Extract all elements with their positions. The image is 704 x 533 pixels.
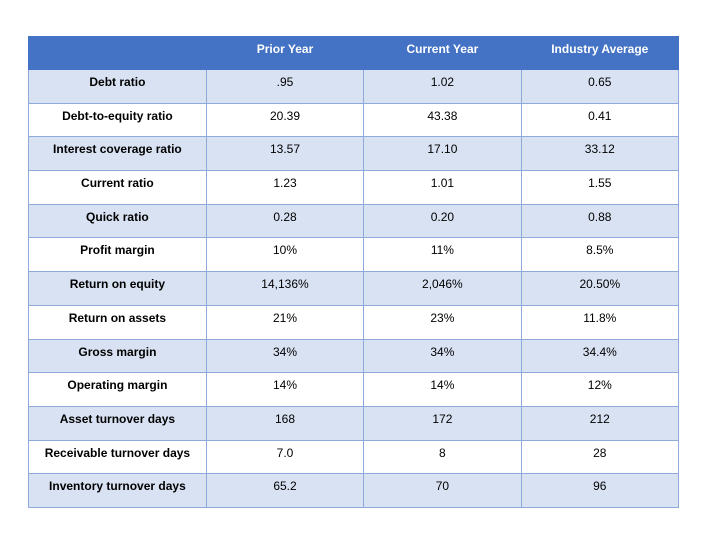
row-label: Debt-to-equity ratio bbox=[28, 102, 207, 138]
cell: 10% bbox=[205, 237, 365, 273]
cell: 43.38 bbox=[363, 102, 522, 138]
cell: .95 bbox=[205, 69, 365, 104]
row-label: Quick ratio bbox=[28, 203, 207, 239]
cell: 1.02 bbox=[363, 69, 522, 104]
cell: 20.39 bbox=[205, 102, 365, 138]
table-row: Profit margin 10% 11% 8.5% bbox=[28, 237, 680, 273]
header-cell: Prior Year bbox=[205, 36, 365, 70]
cell: 20.50% bbox=[520, 271, 680, 306]
cell: 33.12 bbox=[520, 136, 680, 172]
cell: 17.10 bbox=[363, 136, 522, 172]
cell: 7.0 bbox=[205, 439, 365, 475]
row-label: Profit margin bbox=[28, 237, 207, 273]
cell: 212 bbox=[520, 405, 680, 441]
row-label: Operating margin bbox=[28, 372, 207, 407]
cell: 34% bbox=[205, 338, 365, 374]
table-row: Asset turnover days 168 172 212 bbox=[28, 405, 680, 441]
cell: 8.5% bbox=[520, 237, 680, 273]
row-label: Return on equity bbox=[28, 271, 207, 306]
cell: 1.23 bbox=[205, 170, 365, 205]
cell: 168 bbox=[205, 405, 365, 441]
table-row: Return on assets 21% 23% 11.8% bbox=[28, 304, 680, 340]
cell: 34.4% bbox=[520, 338, 680, 374]
cell: 96 bbox=[520, 473, 680, 508]
cell: 13.57 bbox=[205, 136, 365, 172]
cell: 70 bbox=[363, 473, 522, 508]
cell: 0.41 bbox=[520, 102, 680, 138]
row-label: Return on assets bbox=[28, 304, 207, 340]
cell: 0.88 bbox=[520, 203, 680, 239]
header-cell bbox=[28, 36, 207, 70]
table-row: Quick ratio 0.28 0.20 0.88 bbox=[28, 203, 680, 239]
cell: 23% bbox=[363, 304, 522, 340]
cell: 28 bbox=[520, 439, 680, 475]
table-row: Return on equity 14,136% 2,046% 20.50% bbox=[28, 271, 680, 306]
row-label: Gross margin bbox=[28, 338, 207, 374]
cell: 12% bbox=[520, 372, 680, 407]
table-row: Receivable turnover days 7.0 8 28 bbox=[28, 439, 680, 475]
cell: 8 bbox=[363, 439, 522, 475]
cell: 172 bbox=[363, 405, 522, 441]
header-cell: Industry Average bbox=[520, 36, 680, 70]
cell: 2,046% bbox=[363, 271, 522, 306]
table-row: Operating margin 14% 14% 12% bbox=[28, 372, 680, 407]
cell: 0.20 bbox=[363, 203, 522, 239]
cell: 0.65 bbox=[520, 69, 680, 104]
row-label: Interest coverage ratio bbox=[28, 136, 207, 172]
row-label: Debt ratio bbox=[28, 69, 207, 104]
cell: 65.2 bbox=[205, 473, 365, 508]
table-row: Debt ratio .95 1.02 0.65 bbox=[28, 69, 680, 104]
cell: 11.8% bbox=[520, 304, 680, 340]
ratio-table: Prior Year Current Year Industry Average D… bbox=[28, 36, 680, 508]
table-row: Gross margin 34% 34% 34.4% bbox=[28, 338, 680, 374]
cell: 14% bbox=[363, 372, 522, 407]
table-row: Inventory turnover days 65.2 70 96 bbox=[28, 473, 680, 508]
table-body: Debt ratio .95 1.02 0.65 Debt-to-equity rati… bbox=[28, 69, 680, 508]
row-label: Receivable turnover days bbox=[28, 439, 207, 475]
row-label: Asset turnover days bbox=[28, 405, 207, 441]
table-row: Interest coverage ratio 13.57 17.10 33.12 bbox=[28, 136, 680, 172]
row-label: Inventory turnover days bbox=[28, 473, 207, 508]
cell: 14,136% bbox=[205, 271, 365, 306]
cell: 14% bbox=[205, 372, 365, 407]
header-row: Prior Year Current Year Industry Average bbox=[28, 36, 680, 70]
cell: 1.55 bbox=[520, 170, 680, 205]
table-row: Current ratio 1.23 1.01 1.55 bbox=[28, 170, 680, 205]
header-cell: Current Year bbox=[363, 36, 522, 70]
row-label: Current ratio bbox=[28, 170, 207, 205]
cell: 34% bbox=[363, 338, 522, 374]
table-row: Debt-to-equity ratio 20.39 43.38 0.41 bbox=[28, 102, 680, 138]
cell: 11% bbox=[363, 237, 522, 273]
cell: 21% bbox=[205, 304, 365, 340]
cell: 1.01 bbox=[363, 170, 522, 205]
cell: 0.28 bbox=[205, 203, 365, 239]
